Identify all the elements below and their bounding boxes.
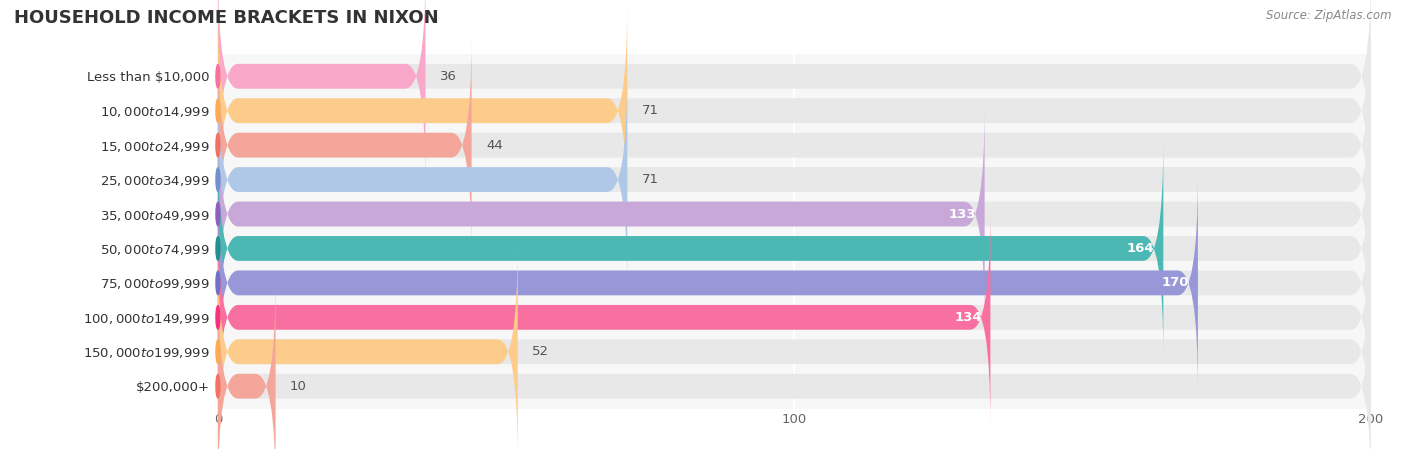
FancyBboxPatch shape bbox=[218, 0, 426, 185]
FancyBboxPatch shape bbox=[218, 3, 1371, 219]
Circle shape bbox=[217, 374, 219, 398]
Circle shape bbox=[217, 271, 219, 295]
FancyBboxPatch shape bbox=[218, 209, 990, 426]
FancyBboxPatch shape bbox=[218, 71, 1371, 288]
FancyBboxPatch shape bbox=[218, 278, 276, 449]
FancyBboxPatch shape bbox=[218, 0, 1371, 185]
Text: 71: 71 bbox=[641, 173, 658, 186]
FancyBboxPatch shape bbox=[218, 209, 1371, 426]
Text: 134: 134 bbox=[955, 311, 981, 324]
Circle shape bbox=[217, 340, 219, 364]
Circle shape bbox=[217, 168, 219, 191]
FancyBboxPatch shape bbox=[218, 106, 984, 322]
FancyBboxPatch shape bbox=[218, 175, 1198, 391]
FancyBboxPatch shape bbox=[218, 244, 1371, 449]
FancyBboxPatch shape bbox=[218, 37, 471, 253]
Circle shape bbox=[217, 202, 219, 226]
Text: 164: 164 bbox=[1128, 242, 1154, 255]
Text: HOUSEHOLD INCOME BRACKETS IN NIXON: HOUSEHOLD INCOME BRACKETS IN NIXON bbox=[14, 9, 439, 27]
FancyBboxPatch shape bbox=[218, 37, 1371, 253]
Text: 71: 71 bbox=[641, 104, 658, 117]
Text: 36: 36 bbox=[440, 70, 457, 83]
Text: 10: 10 bbox=[290, 380, 307, 393]
Text: 170: 170 bbox=[1161, 277, 1189, 290]
FancyBboxPatch shape bbox=[218, 175, 1371, 391]
FancyBboxPatch shape bbox=[218, 141, 1163, 357]
Circle shape bbox=[217, 133, 219, 157]
Circle shape bbox=[217, 65, 219, 88]
FancyBboxPatch shape bbox=[218, 141, 1371, 357]
Text: 133: 133 bbox=[949, 207, 976, 220]
Circle shape bbox=[217, 306, 219, 329]
Text: Source: ZipAtlas.com: Source: ZipAtlas.com bbox=[1267, 9, 1392, 22]
Circle shape bbox=[217, 99, 219, 123]
FancyBboxPatch shape bbox=[218, 3, 627, 219]
FancyBboxPatch shape bbox=[218, 244, 517, 449]
FancyBboxPatch shape bbox=[218, 71, 627, 288]
Text: 44: 44 bbox=[486, 139, 503, 152]
FancyBboxPatch shape bbox=[218, 278, 1371, 449]
Circle shape bbox=[217, 237, 219, 260]
FancyBboxPatch shape bbox=[218, 106, 1371, 322]
Text: 52: 52 bbox=[531, 345, 550, 358]
